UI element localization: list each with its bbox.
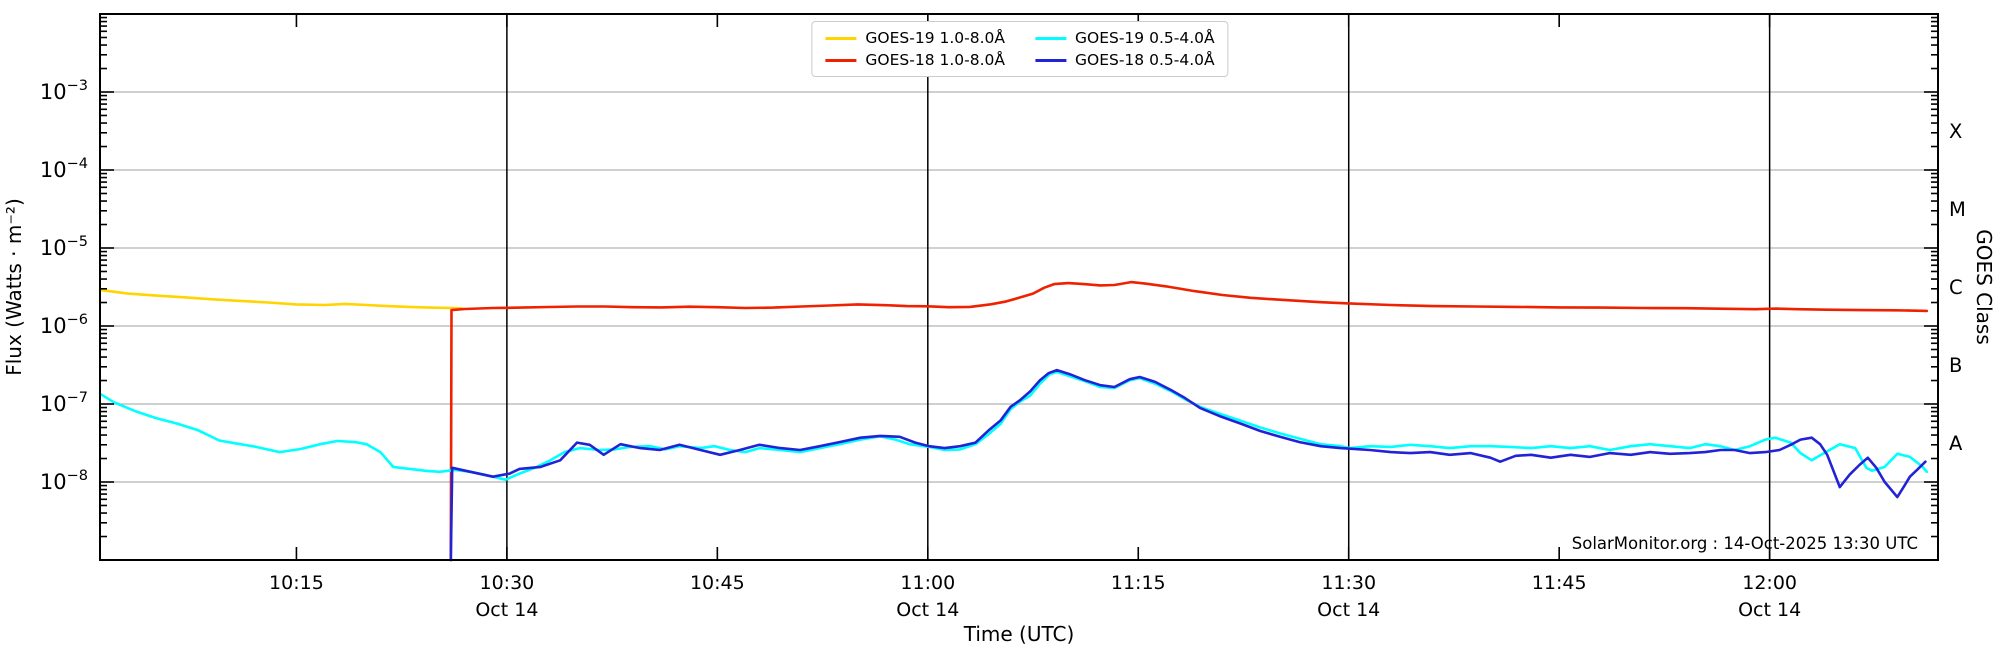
y-tick-label: 10−6: [40, 312, 88, 338]
x-tick-label: 10:45: [690, 572, 745, 594]
legend-item-goes19-short: GOES-19 0.5-4.0Å: [1035, 29, 1215, 47]
y-tick-label: 10−4: [40, 156, 88, 182]
right-axis-title: GOES Class: [1972, 229, 1996, 345]
legend-swatch-goes18-long-icon: [825, 58, 857, 62]
legend: GOES-19 1.0-8.0Å GOES-18 1.0-8.0Å GOES-1…: [811, 21, 1229, 77]
x-tick-label: 11:45: [1532, 572, 1587, 594]
watermark-annotation: SolarMonitor.org : 14-Oct-2025 13:30 UTC: [1571, 534, 1918, 553]
x-tick-label: 11:00: [900, 572, 955, 594]
series-line-goes18-short: [449, 368, 1927, 562]
y-tick-label: 10−5: [40, 234, 88, 260]
goes-class-letter: C: [1949, 276, 1963, 299]
x-date-label: Oct 14: [1738, 599, 1801, 621]
goes-class-letter: B: [1949, 354, 1962, 377]
legend-swatch-goes19-short-icon: [1035, 36, 1066, 40]
legend-label-goes19-short: GOES-19 0.5-4.0Å: [1075, 29, 1215, 47]
x-tick-label: 12:00: [1742, 572, 1797, 594]
x-tick-label: 10:15: [269, 572, 324, 594]
x-date-label: Oct 14: [1317, 599, 1380, 621]
x-tick-label: 11:30: [1321, 572, 1376, 594]
series-line-goes19-long: [98, 288, 464, 310]
legend-item-goes18-long: GOES-18 1.0-8.0Å: [825, 51, 1005, 69]
legend-label-goes18-long: GOES-18 1.0-8.0Å: [865, 51, 1005, 69]
y-axis-title: Flux (Watts · m⁻²): [2, 198, 26, 376]
legend-item-goes18-short: GOES-18 0.5-4.0Å: [1035, 51, 1215, 69]
x-tick-label: 11:15: [1111, 572, 1166, 594]
series-line-goes19-short: [98, 370, 1929, 481]
legend-label-goes18-short: GOES-18 0.5-4.0Å: [1075, 51, 1215, 69]
legend-item-goes19-long: GOES-19 1.0-8.0Å: [825, 29, 1005, 47]
legend-swatch-goes19-long-icon: [825, 36, 857, 40]
legend-label-goes19-long: GOES-19 1.0-8.0Å: [865, 29, 1005, 47]
goes-class-letter: M: [1949, 198, 1966, 221]
x-axis-title: Time (UTC): [963, 622, 1075, 646]
y-tick-label: 10−7: [40, 390, 88, 416]
x-date-label: Oct 14: [475, 599, 538, 621]
legend-swatch-goes18-short-icon: [1035, 58, 1066, 62]
y-tick-label: 10−3: [40, 78, 88, 104]
goes-class-letter: X: [1949, 120, 1962, 143]
x-date-label: Oct 14: [896, 599, 959, 621]
plot-frame: [99, 13, 1939, 561]
series-line-goes18-long: [449, 280, 1929, 562]
goes-class-letter: A: [1949, 432, 1963, 455]
y-tick-label: 10−8: [40, 468, 88, 494]
x-tick-label: 10:30: [480, 572, 535, 594]
